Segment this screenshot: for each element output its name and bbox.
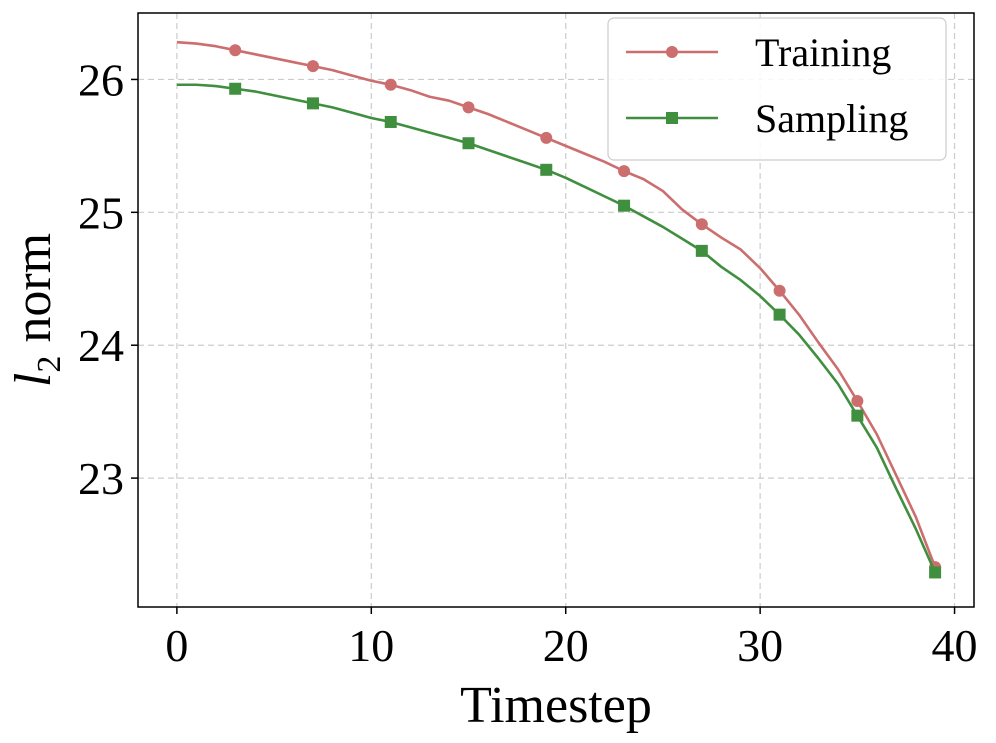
data-point — [773, 284, 786, 297]
legend-box — [607, 17, 947, 161]
plot-area-frame — [137, 12, 975, 608]
data-point — [306, 60, 319, 73]
series-training — [176, 40, 942, 574]
data-point — [929, 566, 942, 579]
series-sampling — [176, 82, 942, 579]
grid — [138, 13, 974, 607]
data-point — [384, 115, 397, 128]
data-point — [462, 137, 475, 150]
data-point — [851, 409, 864, 422]
data-point — [540, 131, 553, 144]
legend: Training Sampling — [607, 17, 947, 161]
data-point — [851, 395, 864, 408]
series-line-training — [176, 40, 937, 568]
y-axis-label-norm: norm — [5, 233, 62, 356]
x-tick-label: 30 — [737, 620, 783, 671]
y-tick-label: 25 — [78, 187, 124, 238]
data-point — [618, 199, 631, 212]
series-layer — [176, 40, 942, 579]
data-point — [618, 165, 631, 178]
y-tick-label: 24 — [78, 320, 124, 371]
y-axis-label-l: l — [5, 373, 62, 387]
tick-layer: 0 10 20 30 40 23 24 25 26 — [78, 54, 978, 671]
data-point — [462, 101, 475, 114]
legend-item-sampling: Sampling — [626, 96, 908, 141]
data-point — [540, 163, 553, 176]
legend-marker — [666, 112, 678, 124]
data-point — [695, 218, 708, 231]
y-tick-label: 26 — [78, 54, 124, 105]
x-tick-label: 20 — [543, 620, 589, 671]
x-tick-label: 0 — [165, 620, 188, 671]
series-line-sampling — [176, 83, 937, 573]
x-tick-label: 10 — [348, 620, 394, 671]
legend-label: Sampling — [755, 96, 908, 141]
x-axis-label: Timestep — [460, 677, 652, 734]
y-tick-label: 23 — [78, 453, 124, 504]
y-axis-label-subscript: 2 — [31, 356, 68, 373]
y-axis-label: l2 norm — [5, 233, 68, 387]
data-point — [384, 78, 397, 91]
data-point — [773, 308, 786, 321]
data-point — [229, 82, 242, 95]
x-tick-label: 40 — [932, 620, 978, 671]
data-point — [306, 97, 319, 110]
legend-items: Training Sampling — [626, 30, 908, 141]
data-point — [695, 244, 708, 257]
legend-marker — [666, 46, 678, 58]
data-point — [229, 44, 242, 57]
legend-label: Training — [755, 30, 891, 75]
legend-item-training: Training — [626, 30, 891, 75]
